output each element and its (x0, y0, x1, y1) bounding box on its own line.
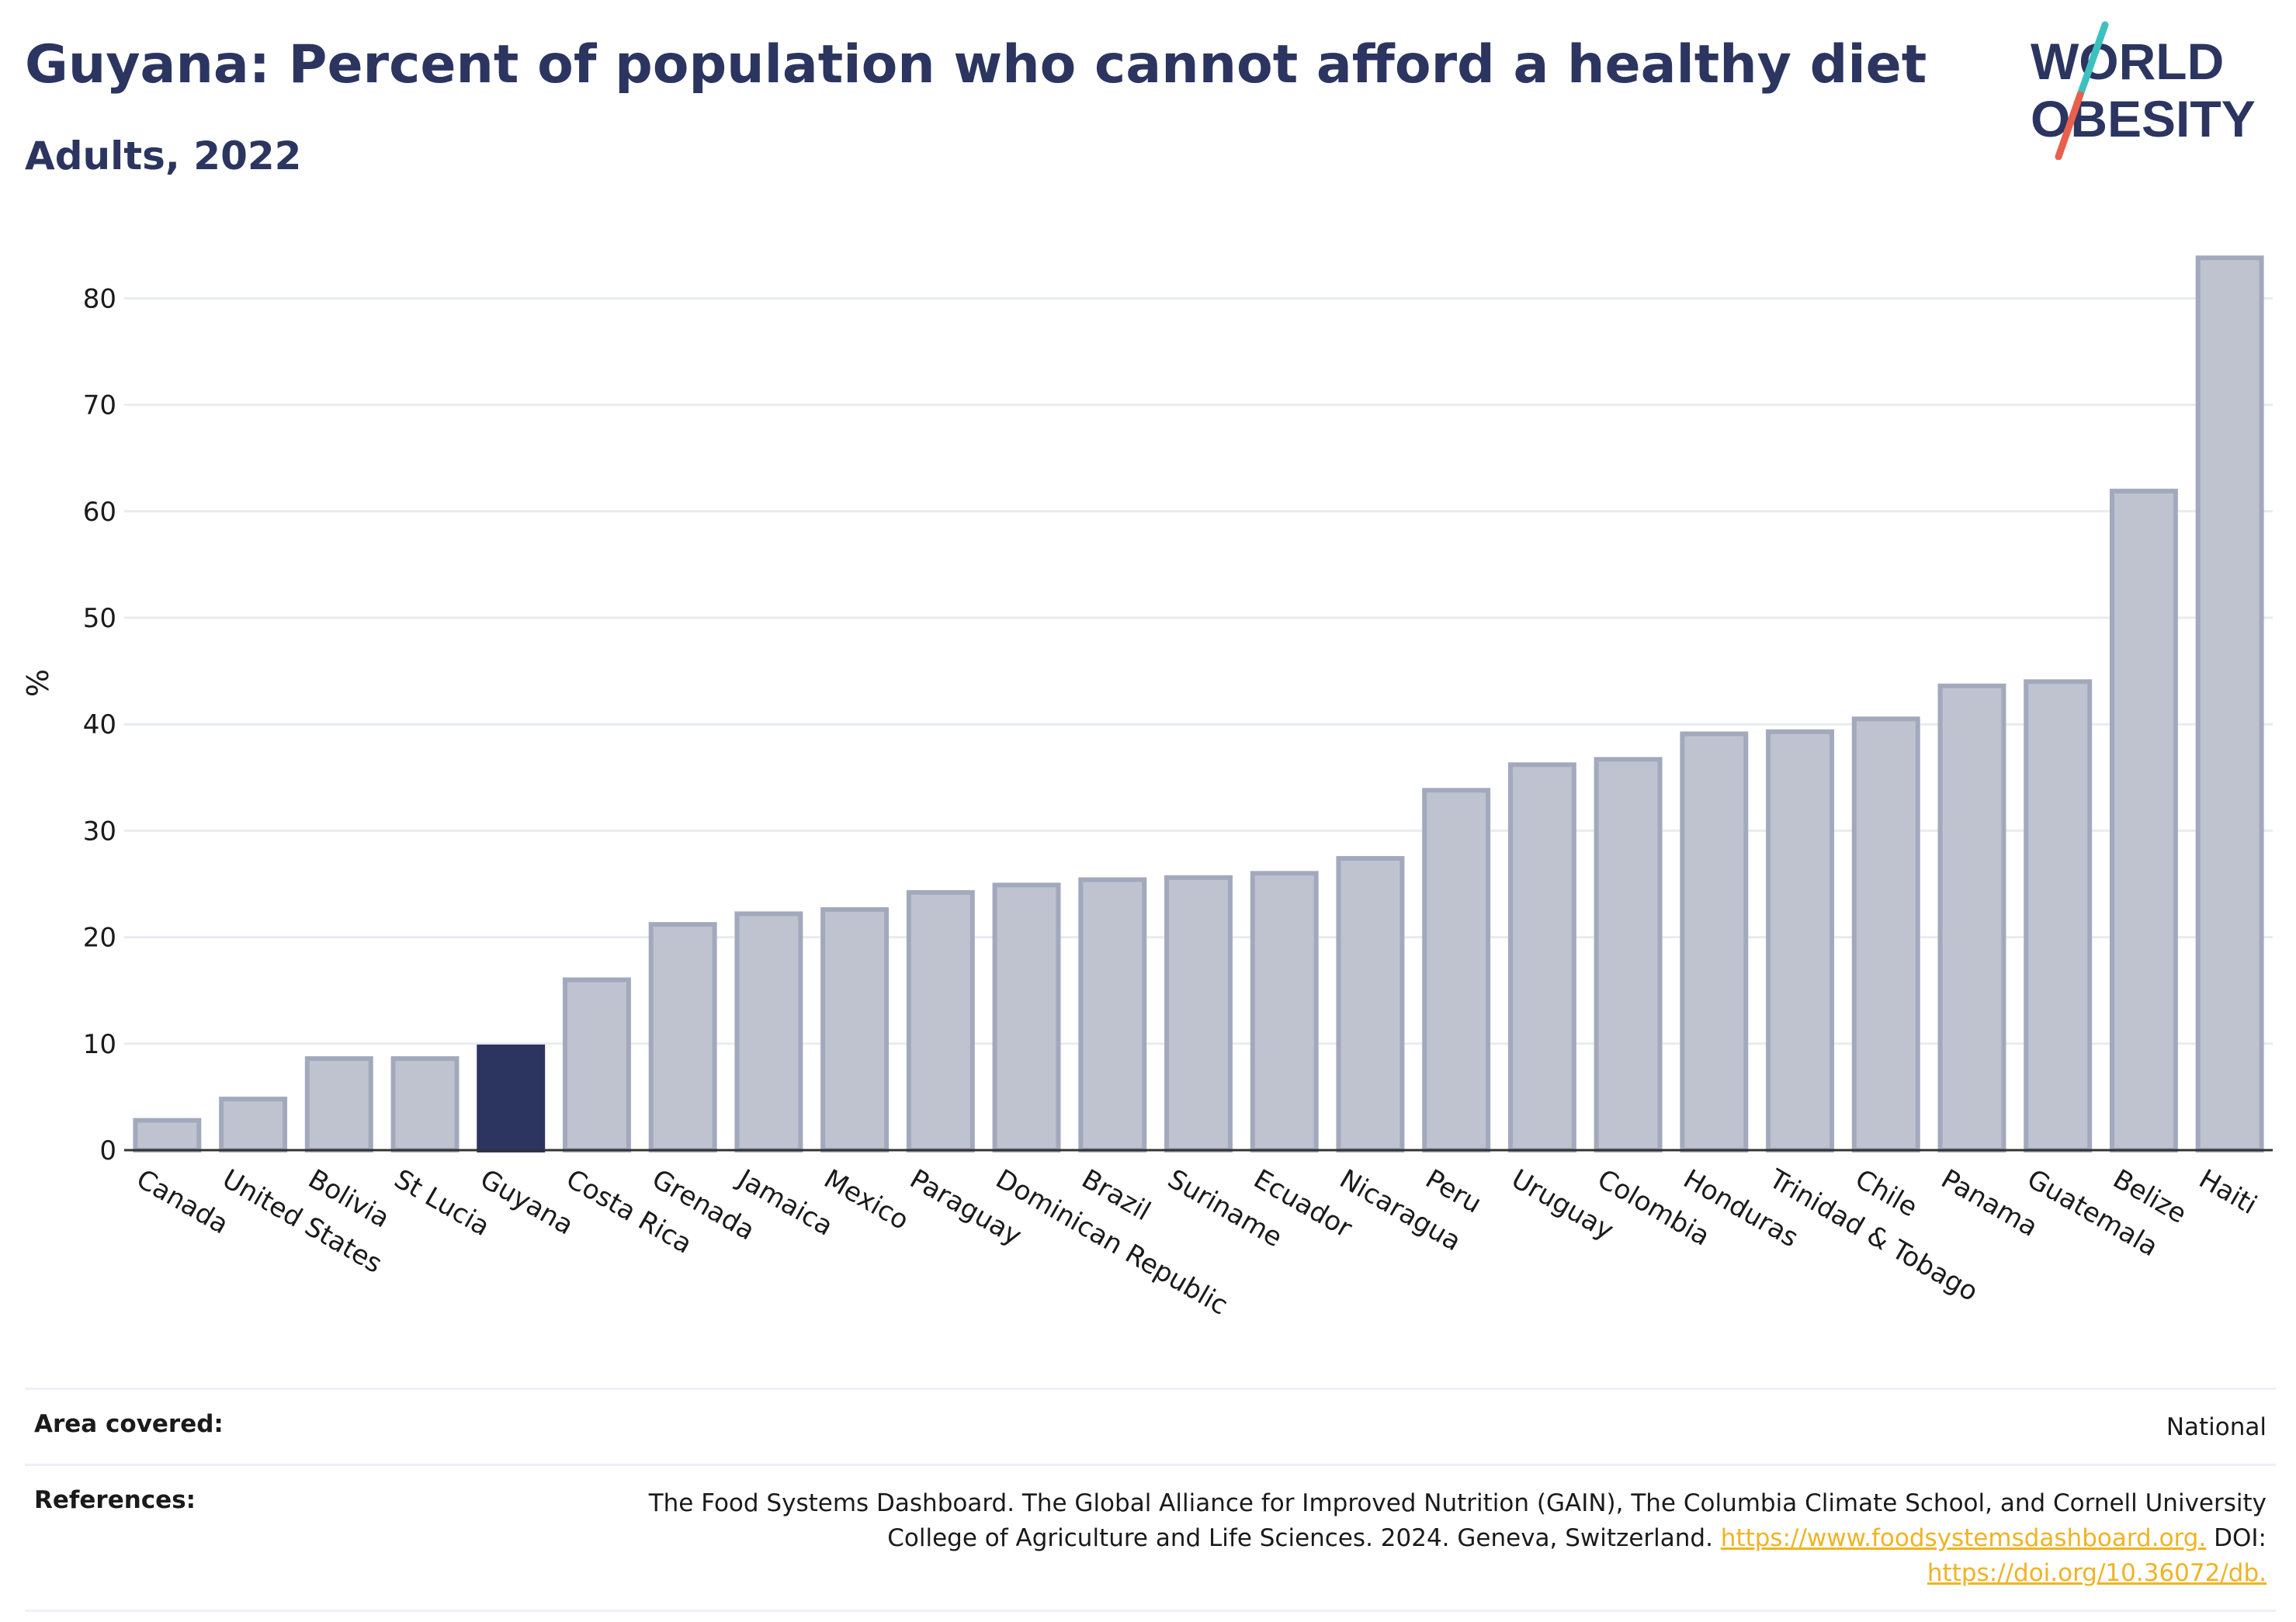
area-covered-value: National (2166, 1413, 2267, 1441)
bar-ecuador[interactable] (1250, 871, 1319, 1153)
x-tick-label: Panama (1936, 1163, 2043, 1243)
bars (133, 255, 2264, 1153)
bar-brazil[interactable] (1078, 877, 1147, 1152)
bar-honduras[interactable] (1680, 731, 1749, 1152)
bar-costa-rica[interactable] (562, 977, 631, 1152)
references-text: The Food Systems Dashboard. The Global A… (648, 1489, 2267, 1552)
x-tick-label: St Lucia (389, 1163, 495, 1242)
bar-guyana[interactable] (477, 1044, 546, 1153)
area-covered-label: Area covered: (34, 1410, 224, 1438)
bar-chile[interactable] (1851, 716, 1920, 1152)
bar-guatemala[interactable] (2024, 679, 2093, 1152)
y-axis-ticks: 0 10 20 30 40 50 60 70 80 (83, 283, 116, 1166)
references-value: The Food Systems Dashboard. The Global A… (598, 1486, 2267, 1591)
bar-mexico[interactable] (820, 906, 890, 1152)
bar-peru[interactable] (1422, 788, 1491, 1152)
bar-dominican-republic[interactable] (992, 882, 1061, 1152)
x-tick-label: Guyana (475, 1163, 579, 1241)
y-tick-label: 20 (83, 923, 116, 954)
bar-jamaica[interactable] (734, 911, 803, 1153)
chart-title: Guyana: Percent of population who cannot… (25, 34, 1927, 95)
bar-paraguay[interactable] (906, 889, 975, 1152)
x-tick-label: Mexico (819, 1163, 914, 1236)
y-tick-label: 10 (83, 1029, 116, 1060)
logo-slash-top (2076, 21, 2109, 99)
logo-slash-bottom (2055, 91, 2084, 160)
y-tick-label: 50 (83, 603, 116, 634)
bar-canada[interactable] (133, 1118, 202, 1152)
world-obesity-logo: WORLD OBESITY (2031, 21, 2256, 160)
y-tick-label: 80 (83, 283, 116, 314)
bar-panama[interactable] (1937, 683, 2006, 1152)
bar-haiti[interactable] (2195, 255, 2264, 1152)
area-covered-row: Area covered: National (25, 1388, 2276, 1464)
y-tick-label: 0 (99, 1135, 116, 1166)
references-doi-label: DOI: (2214, 1523, 2267, 1552)
y-axis-label: % (21, 669, 55, 697)
bar-nicaragua[interactable] (1336, 856, 1405, 1153)
logo-line-1: WORLD (2031, 33, 2224, 90)
bar-belize[interactable] (2109, 488, 2178, 1152)
bar-uruguay[interactable] (1507, 762, 1576, 1152)
foodsystems-dashboard-link[interactable]: https://www.foodsystemsdashboard.org. (1720, 1523, 2207, 1552)
bar-grenada[interactable] (648, 922, 717, 1152)
chart-footer: Area covered: National References: The F… (25, 1388, 2276, 1612)
references-label: References: (34, 1485, 196, 1514)
doi-link[interactable]: https://doi.org/10.36072/db. (1927, 1558, 2267, 1587)
y-tick-label: 30 (83, 816, 116, 847)
y-tick-label: 40 (83, 709, 116, 740)
chart-subtitle: Adults, 2022 (25, 133, 302, 178)
bar-trinidad-tobago[interactable] (1766, 729, 1835, 1152)
references-row: References: The Food Systems Dashboard. … (25, 1463, 2276, 1612)
bar-suriname[interactable] (1164, 875, 1233, 1152)
x-tick-label: Haiti (2194, 1163, 2262, 1221)
bar-bolivia[interactable] (304, 1056, 373, 1153)
x-tick-label: Canada (131, 1163, 234, 1240)
y-tick-label: 60 (83, 497, 116, 528)
bar-st-lucia[interactable] (390, 1056, 460, 1153)
y-tick-label: 70 (83, 390, 116, 421)
bar-united-states[interactable] (219, 1097, 288, 1153)
bar-colombia[interactable] (1594, 757, 1663, 1152)
